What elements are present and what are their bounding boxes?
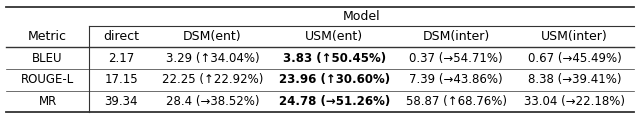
- Text: USM(ent): USM(ent): [305, 30, 364, 43]
- Text: BLEU: BLEU: [33, 52, 63, 65]
- Text: DSM(inter): DSM(inter): [422, 30, 490, 43]
- Text: 33.04 (→22.18%): 33.04 (→22.18%): [524, 95, 625, 108]
- Text: 24.78 (→51.26%): 24.78 (→51.26%): [278, 95, 390, 108]
- Text: 2.17: 2.17: [108, 52, 134, 65]
- Text: 58.87 (↑68.76%): 58.87 (↑68.76%): [406, 95, 507, 108]
- Text: 28.4 (→38.52%): 28.4 (→38.52%): [166, 95, 259, 108]
- Text: USM(inter): USM(inter): [541, 30, 608, 43]
- Text: 3.29 (↑34.04%): 3.29 (↑34.04%): [166, 52, 259, 65]
- Text: Metric: Metric: [28, 30, 67, 43]
- Text: 23.96 (↑30.60%): 23.96 (↑30.60%): [279, 73, 390, 86]
- Text: MR: MR: [38, 95, 57, 108]
- Text: direct: direct: [103, 30, 139, 43]
- Text: 0.37 (→54.71%): 0.37 (→54.71%): [410, 52, 503, 65]
- Text: ROUGE-L: ROUGE-L: [21, 73, 74, 86]
- Text: 7.39 (→43.86%): 7.39 (→43.86%): [410, 73, 503, 86]
- Text: 3.83 (↑50.45%): 3.83 (↑50.45%): [283, 52, 386, 65]
- Text: 0.67 (→45.49%): 0.67 (→45.49%): [527, 52, 621, 65]
- Text: 22.25 (↑22.92%): 22.25 (↑22.92%): [162, 73, 263, 86]
- Text: 17.15: 17.15: [104, 73, 138, 86]
- Text: DSM(ent): DSM(ent): [183, 30, 242, 43]
- Text: 39.34: 39.34: [104, 95, 138, 108]
- Text: Model: Model: [342, 10, 380, 23]
- Text: 8.38 (→39.41%): 8.38 (→39.41%): [528, 73, 621, 86]
